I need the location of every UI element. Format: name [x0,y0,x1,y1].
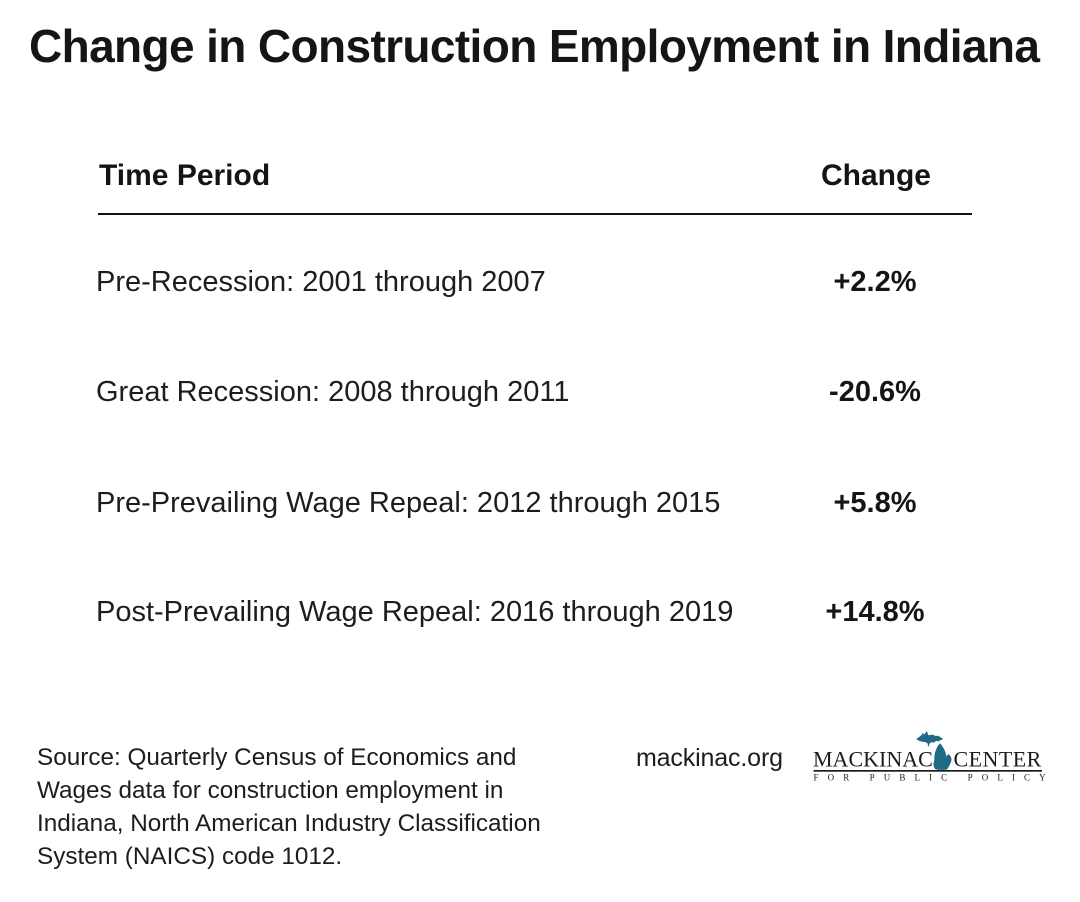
svg-text:CENTER: CENTER [954,747,1042,772]
svg-text:FOR PUBLIC POLICY: FOR PUBLIC POLICY [814,773,1051,783]
svg-text:MACKINAC: MACKINAC [813,747,933,772]
